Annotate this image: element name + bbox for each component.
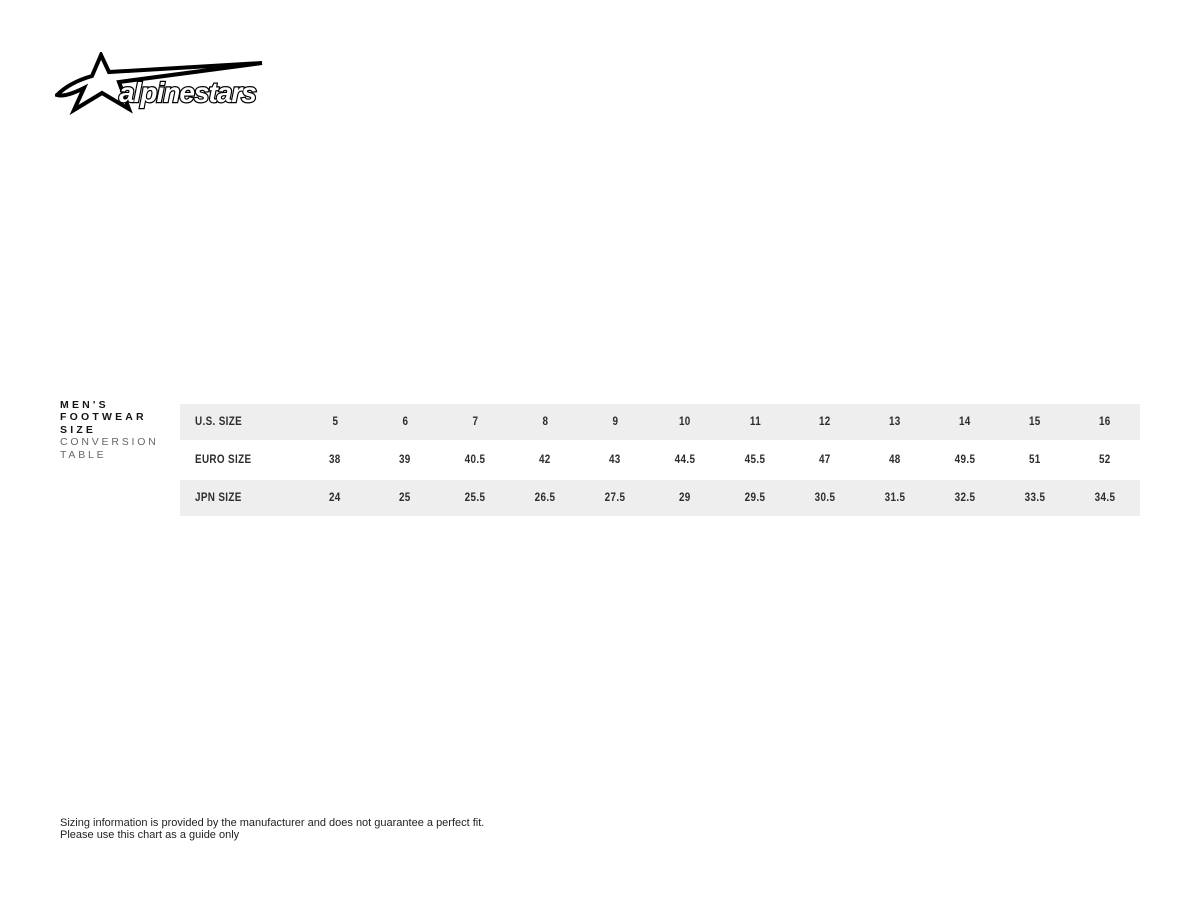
size-value-cell: 39	[399, 454, 411, 466]
heading-line-table: TABLE	[60, 448, 107, 461]
size-value-cell: 9	[612, 416, 618, 428]
size-value-cell: 13	[889, 416, 901, 428]
heading-line-size: SIZE	[60, 423, 97, 436]
table-row: EURO SIZE 38 39 40.5 42 43 44.5 45.5 47 48 49.5 51 5…	[180, 442, 1140, 478]
size-value-cell: 38	[329, 454, 341, 466]
size-value-cell: 5	[332, 416, 338, 428]
row-label: U.S. SIZE	[195, 416, 243, 428]
heading-line-footwear: FOOTWEAR	[60, 411, 147, 424]
chart-heading: MEN'S FOOTWEAR SIZE CONVERSION TABLE	[60, 399, 159, 461]
size-value-cell: 25.5	[464, 492, 486, 504]
size-value-cell: 26.5	[534, 492, 556, 504]
size-value-cell: 33.5	[1024, 492, 1046, 504]
size-conversion-table: U.S. SIZE 5 6 7 8 9 10 11 12 13 14 15 16 EURO SIZE 38 3…	[180, 404, 1140, 518]
size-value-cell: 44.5	[674, 454, 696, 466]
size-value-cell: 51	[1029, 454, 1041, 466]
size-value-cell: 32.5	[954, 492, 976, 504]
alpinestars-logo-svg: alpinestars	[53, 50, 263, 116]
size-value-cell: 34.5	[1094, 492, 1116, 504]
size-value-cell: 47	[819, 454, 831, 466]
disclaimer: Sizing information is provided by the ma…	[60, 817, 484, 841]
disclaimer-line-2: Please use this chart as a guide only	[60, 829, 240, 841]
table-row: U.S. SIZE 5 6 7 8 9 10 11 12 13 14 15 16	[180, 404, 1140, 440]
size-value-cell: 30.5	[814, 492, 836, 504]
size-value-cell: 7	[472, 416, 478, 428]
size-value-cell: 10	[679, 416, 691, 428]
size-value-cell: 25	[399, 492, 411, 504]
alpinestars-logo: alpinestars	[53, 50, 270, 120]
table-row: JPN SIZE 24 25 25.5 26.5 27.5 29 29.5 30.5 31.5 32…	[180, 480, 1140, 516]
size-value-cell: 31.5	[884, 492, 906, 504]
alpinestars-star-icon	[53, 50, 263, 116]
size-value-cell: 42	[539, 454, 551, 466]
size-value-cell: 11	[749, 416, 761, 428]
size-value-cell: 27.5	[604, 492, 626, 504]
heading-line-conversion: CONVERSION	[60, 436, 159, 449]
size-value-cell: 16	[1099, 416, 1111, 428]
size-value-cell: 29	[679, 492, 691, 504]
size-value-cell: 29.5	[744, 492, 766, 504]
size-value-cell: 24	[329, 492, 341, 504]
size-value-cell: 52	[1099, 454, 1111, 466]
size-value-cell: 48	[889, 454, 901, 466]
size-value-cell: 6	[402, 416, 408, 428]
size-value-cell: 14	[959, 416, 971, 428]
size-value-cell: 45.5	[744, 454, 766, 466]
disclaimer-line-1: Sizing information is provided by the ma…	[60, 817, 485, 829]
size-value-cell: 8	[542, 416, 548, 428]
size-value-cell: 49.5	[954, 454, 976, 466]
size-value-cell: 40.5	[464, 454, 486, 466]
size-value-cell: 12	[819, 416, 831, 428]
row-label: EURO SIZE	[195, 454, 252, 466]
row-label: JPN SIZE	[195, 492, 242, 504]
size-value-cell: 43	[609, 454, 621, 466]
size-value-cell: 15	[1029, 416, 1041, 428]
heading-line-mens: MEN'S	[60, 399, 109, 411]
alpinestars-logo-text: alpinestars	[119, 77, 256, 108]
